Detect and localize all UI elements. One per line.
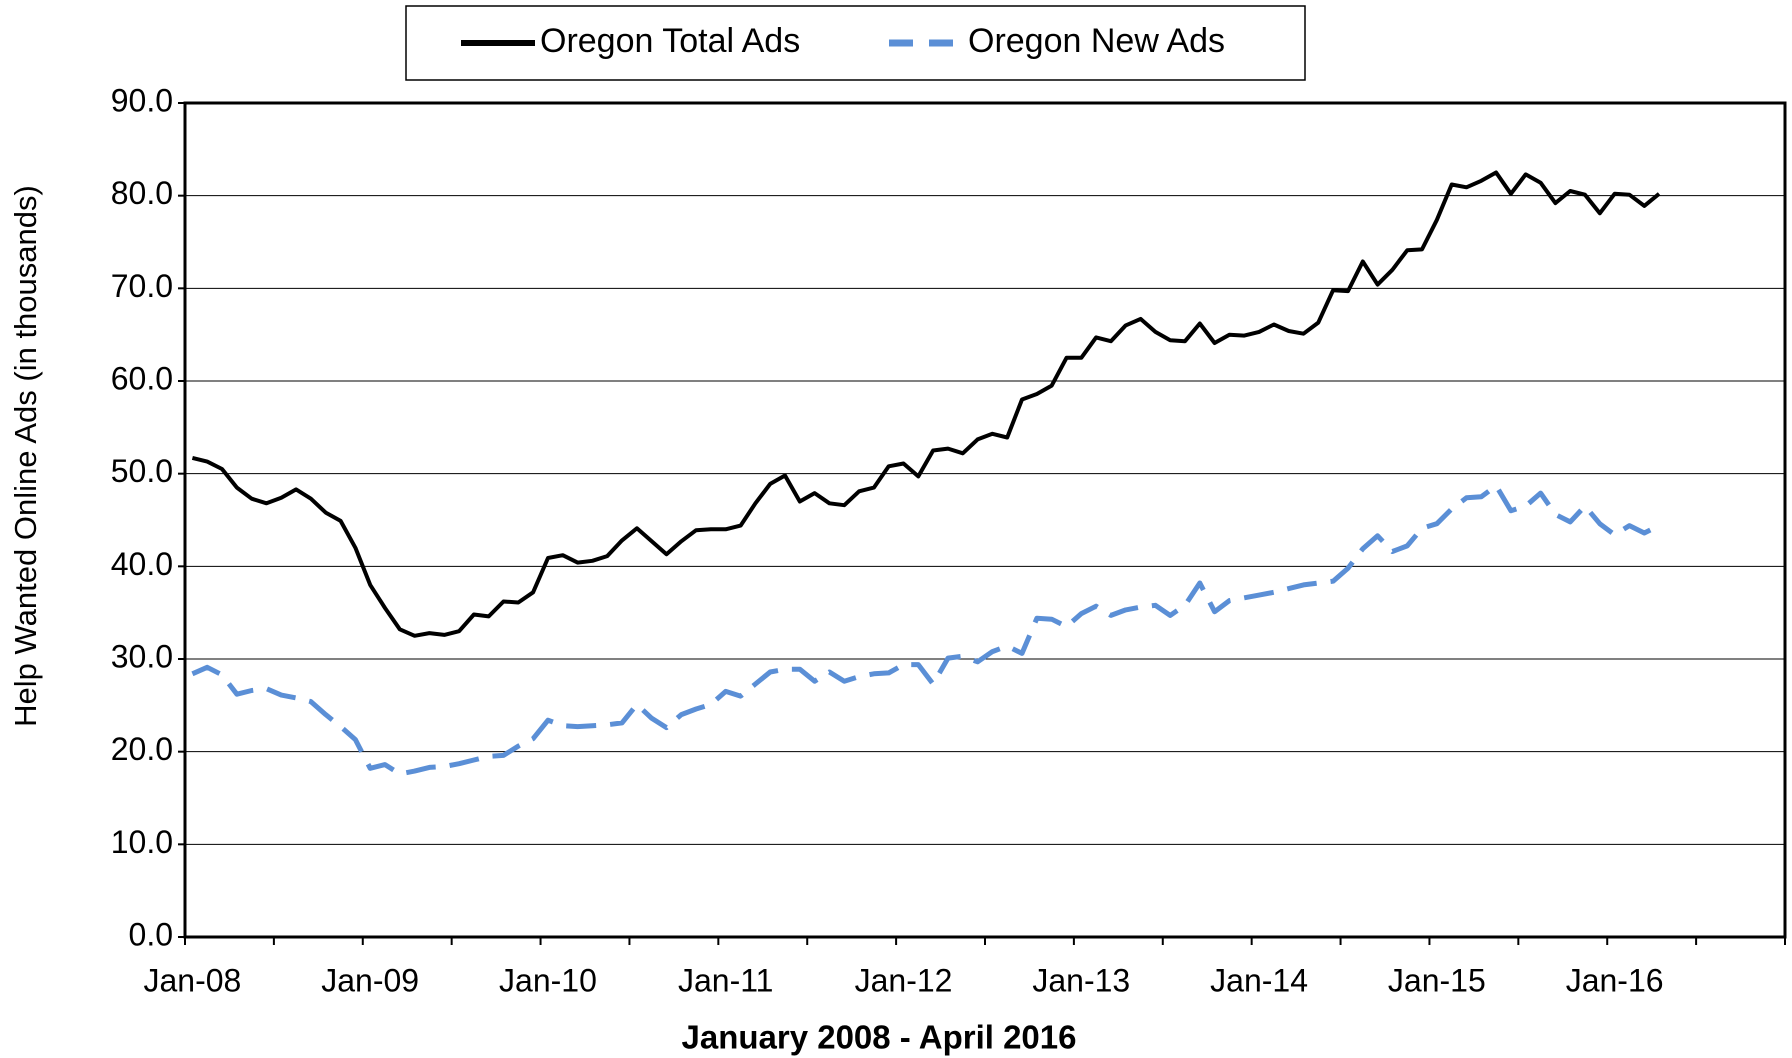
y-tick-label: 70.0 [111, 268, 173, 304]
series-line [191, 170, 1661, 638]
y-tick-label: 60.0 [111, 360, 173, 396]
x-axis-title: January 2008 - April 2016 [681, 1019, 1076, 1056]
y-tick-label: 30.0 [111, 638, 173, 674]
plot-frame [183, 101, 1787, 939]
x-tick-label: Jan-12 [855, 962, 953, 998]
legend-label: Oregon Total Ads [540, 22, 800, 60]
x-tick-label: Jan-10 [499, 962, 597, 998]
x-tick-label: Jan-16 [1566, 962, 1664, 998]
legend-box [405, 5, 1306, 81]
x-tick-label: Jan-14 [1210, 962, 1308, 998]
y-tick-label: 80.0 [111, 175, 173, 211]
y-tick-label: 0.0 [129, 916, 173, 952]
x-tick-label: Jan-09 [321, 962, 419, 998]
x-tick-label: Jan-13 [1032, 962, 1130, 998]
x-tick-label: Jan-08 [143, 962, 241, 998]
y-tick-label: 40.0 [111, 546, 173, 582]
y-tick-label: 50.0 [111, 453, 173, 489]
x-tick-label: Jan-11 [678, 962, 773, 998]
y-tick-label: 10.0 [111, 824, 173, 860]
y-tick-label: 90.0 [111, 82, 173, 118]
x-tick-label: Jan-15 [1388, 962, 1486, 998]
y-axis-title: Help Wanted Online Ads (in thousands) [8, 185, 43, 727]
series-line [191, 483, 1661, 777]
y-tick-label: 20.0 [111, 731, 173, 767]
legend-label: Oregon New Ads [968, 22, 1225, 60]
